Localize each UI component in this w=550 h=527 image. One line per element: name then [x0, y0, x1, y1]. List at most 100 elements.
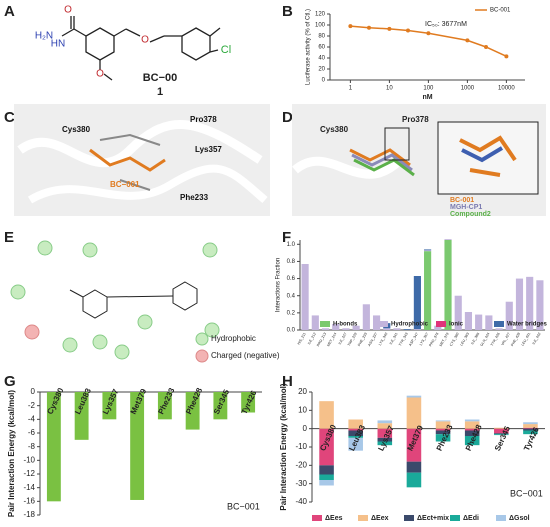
bar-segment: [523, 422, 538, 425]
y-axis-label: Pair Interaction Energy (kcal/mol): [279, 383, 288, 510]
bar-segment: [377, 437, 393, 442]
residue-node: [92, 334, 108, 350]
legend-swatch: [195, 349, 209, 363]
y-axis-label: Pair Interaction Energy (kcal/mol): [7, 390, 16, 517]
point: [406, 28, 410, 33]
point: [465, 38, 470, 43]
panel-label: B: [282, 3, 293, 20]
y-tick-label: -16: [23, 496, 35, 505]
bar-segment: [383, 328, 391, 330]
bar-segment: [464, 419, 480, 422]
bar-segment: [348, 428, 363, 431]
panel-label: A: [4, 3, 15, 20]
y-tick-label: 0.4: [287, 293, 296, 299]
legend-swatch: [320, 321, 330, 327]
point: [367, 25, 371, 30]
legend-label: Hydrophobic: [391, 322, 429, 328]
x-tick-label: TRP_229: [347, 332, 358, 347]
bar-segment: [464, 436, 480, 446]
ligand: [459, 135, 517, 177]
x-tick-label: LEU_383: [459, 332, 470, 347]
atom-label: O: [141, 35, 149, 46]
x-axis-label: nM: [422, 94, 432, 101]
x-tick-label: LYS_357: [419, 332, 430, 346]
bar-segment: [505, 301, 513, 330]
x-tick-label: GLN_424: [480, 332, 491, 347]
y-tick-label: -6: [28, 428, 36, 437]
structure: [61, 16, 221, 81]
x-tick-label: PHE_233: [357, 332, 368, 347]
ribbon: [292, 156, 404, 179]
y-tick-label: 0.0: [287, 328, 296, 334]
bond: [113, 28, 127, 37]
residue-node: [204, 322, 220, 338]
image-bg: [14, 104, 270, 216]
zoom-box: [384, 127, 410, 161]
bar-segment: [406, 428, 422, 462]
bar-segment: [475, 314, 483, 330]
legend-label: MGH-CP1: [450, 204, 482, 211]
residue-label: Cys380: [62, 125, 91, 134]
bar-segment: [319, 428, 334, 466]
legend-label: Charged (negative): [211, 351, 280, 360]
panel-label: D: [282, 109, 293, 126]
y-tick-label: 10: [298, 405, 307, 414]
x-tick-label: CYS_380: [449, 332, 460, 347]
bar: [74, 392, 89, 440]
atom-label: HN: [51, 39, 65, 50]
x-tick-label: MET_379: [439, 332, 450, 347]
legend-label: Ionic: [449, 322, 464, 328]
protein-image: [14, 104, 270, 216]
compound-name: BC−00: [143, 72, 178, 84]
bar-segment: [435, 430, 451, 435]
bond: [69, 289, 84, 298]
x-tick-label: MET_214: [326, 332, 337, 347]
line: [350, 25, 507, 58]
bond: [209, 27, 221, 37]
bar-segment: [444, 240, 452, 330]
ribbon: [27, 164, 268, 204]
legend-label: Compound2: [450, 211, 491, 218]
panel-label: F: [282, 229, 291, 246]
x-tick-label: ASN_237: [367, 332, 378, 347]
residue-node: [137, 314, 153, 330]
y-axis-label: Luciferase activity (% of Ctl.): [306, 9, 312, 85]
y-tick-label: -40: [295, 497, 307, 506]
legend-label: H-bonds: [333, 322, 358, 328]
panel-label: H: [282, 373, 293, 390]
bar-segment: [424, 251, 432, 330]
x-tick-label: VAL_427: [500, 332, 511, 346]
bar-segment: [435, 421, 451, 429]
x-tick-label: ILE_227: [338, 332, 348, 345]
bar-segment: [406, 397, 422, 429]
bar-segment: [352, 325, 360, 330]
bar-segment: [319, 401, 334, 429]
point: [504, 54, 509, 59]
residue-node: [82, 242, 98, 258]
bar-segment: [523, 428, 538, 431]
ring: [82, 289, 108, 319]
bar-segment: [311, 315, 319, 330]
legend-swatch: [358, 515, 368, 521]
legend-label: ΔGsol: [509, 515, 530, 522]
bar-segment: [348, 430, 363, 436]
legend-label: BC-001: [490, 8, 511, 14]
bar-segment: [536, 280, 544, 330]
legend-swatch: [195, 332, 209, 346]
panel-label: C: [4, 109, 15, 126]
x-tick-label: 1000: [461, 86, 475, 92]
legend-swatch: [450, 515, 460, 521]
residue-node: [24, 324, 40, 340]
residue-node: [62, 337, 78, 353]
bar-segment: [321, 328, 330, 330]
atom-label: O: [96, 69, 104, 80]
legend-swatch: [404, 515, 414, 521]
y-tick-label: -2: [28, 401, 36, 410]
annotation: BC−001: [227, 501, 260, 511]
bar-segment: [319, 474, 334, 480]
x-tick-label: ILE_341: [389, 332, 399, 345]
bond: [103, 73, 113, 81]
bar-segment: [523, 424, 538, 428]
y-tick-label: 60: [318, 45, 325, 51]
bar: [185, 392, 200, 430]
